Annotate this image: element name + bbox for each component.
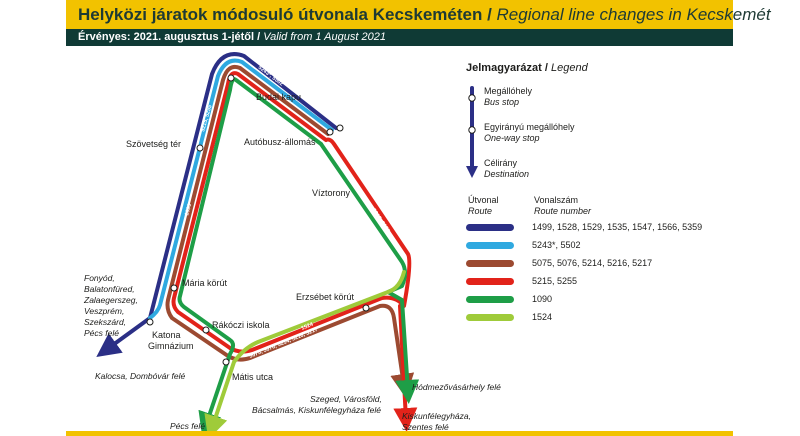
legend-route-row: 5075, 5076, 5214, 5216, 5217 xyxy=(466,258,736,270)
stop-katona xyxy=(146,318,154,326)
legend-number-header: Vonalszám Route number xyxy=(534,195,592,216)
dest-west-2: Balatonfüred, xyxy=(84,284,135,294)
legend-route-numbers: 5215, 5255 xyxy=(532,276,578,286)
legend-swatch-brown xyxy=(466,260,514,267)
legend-destination: Célirány Destination xyxy=(484,158,530,179)
dest-kiskun-2: Szentes felé xyxy=(402,422,449,432)
legend-swatch-dark-blue xyxy=(466,224,514,231)
legend-route-numbers: 5243*, 5502 xyxy=(532,240,581,250)
route-brown xyxy=(165,64,415,398)
legend-route-numbers: 5075, 5076, 5214, 5216, 5217 xyxy=(532,258,653,268)
stop-szovetseg-ter xyxy=(196,144,204,152)
legend-route-numbers: 1524 xyxy=(532,312,553,322)
legend-swatch-red xyxy=(466,278,514,285)
dest-kiskun-1: Kiskunfélegyháza, xyxy=(402,411,471,421)
legend-route-row: 1499, 1528, 1529, 1535, 1547, 1566, 5359 xyxy=(466,222,736,234)
dest-pecs: Pécs felé xyxy=(170,421,205,431)
legend-route-row: 1090 xyxy=(466,294,736,306)
stop-label-rakoczi-iskola: Rákóczi iskola xyxy=(212,320,270,330)
dest-west-5: Szekszárd, xyxy=(84,317,126,327)
validity-text: Érvényes: 2021. augusztus 1-jétől / Vali… xyxy=(78,31,386,43)
validity-bar: Érvényes: 2021. augusztus 1-jétől / Vali… xyxy=(66,29,733,46)
dest-hodmezo: Hódmezővásárhely felé xyxy=(412,382,501,392)
stop-label-maria-korut: Mária körút xyxy=(182,278,228,288)
stop-autobusz-allomas-2 xyxy=(336,124,344,132)
stop-label-viztorony: Víztorony xyxy=(312,188,351,198)
legend-swatch-green xyxy=(466,296,514,303)
stop-budai-kapu xyxy=(227,74,235,82)
legend-route-numbers: 1090 xyxy=(532,294,553,304)
legend-swatch-light-green xyxy=(466,314,514,321)
destination-west: Fonyód, Balatonfüred, Zalaegerszeg, Vesz… xyxy=(83,273,138,338)
destination-arrow-icon xyxy=(466,166,478,178)
stop-label-szovetseg-ter: Szövetség tér xyxy=(126,139,181,149)
stop-maria-korut xyxy=(170,284,178,292)
line-label-light-green-south: 1524 xyxy=(301,321,315,331)
stop-rakoczi-iskola xyxy=(202,326,210,334)
route-dark-blue xyxy=(96,52,338,358)
legend-route-row: 5215, 5255 xyxy=(466,276,736,288)
legend-symbols xyxy=(466,86,478,178)
legend-route-numbers: 1499, 1528, 1529, 1535, 1547, 1566, 5359 xyxy=(532,222,703,232)
legend-route-row: 1524 xyxy=(466,312,736,324)
stop-label-erzsebet-korut: Erzsébet körút xyxy=(296,292,355,302)
stop-matis-utca xyxy=(222,358,230,366)
dest-west-6: Pécs felé xyxy=(84,328,119,338)
title-bar: Helyközi járatok módosuló útvonala Kecsk… xyxy=(66,0,771,29)
dest-west-1: Fonyód, xyxy=(84,273,115,283)
dest-szeged-1: Szeged, Városföld, xyxy=(310,394,382,404)
line-label-green-west: 1090 xyxy=(184,203,193,216)
legend-one-way-stop: Egyirányú megállóhely One-way stop xyxy=(484,122,575,143)
legend-swatch-light-blue xyxy=(466,242,514,249)
bottom-bar xyxy=(66,431,733,436)
legend-title: Jelmagyarázat / Legend xyxy=(466,62,588,74)
legend: Jelmagyarázat / Legend Megállóhely Bus st… xyxy=(466,62,731,322)
legend-route-header: Útvonal Route xyxy=(468,195,499,216)
one-way-stop-icon xyxy=(468,126,476,134)
route-green-east xyxy=(319,142,420,404)
dest-szeged-2: Bácsalmás, Kiskunfélegyháza felé xyxy=(252,405,381,415)
legend-bus-stop: Megállóhely Bus stop xyxy=(484,86,533,107)
bus-stop-icon xyxy=(468,94,476,102)
stop-label-matis-utca: Mátis utca xyxy=(232,372,273,382)
stop-label-katona-2: Gimnázium xyxy=(148,341,194,351)
stop-erzsebet-korut xyxy=(362,304,370,312)
dest-west-3: Zalaegerszeg, xyxy=(83,295,138,305)
dest-west-4: Veszprém, xyxy=(84,306,124,316)
legend-route-row: 5243*, 5502 xyxy=(466,240,736,252)
stop-label-budai-kapu: Budai kapu xyxy=(256,92,301,102)
stop-label-autobusz-allomas: Autóbusz-állomás xyxy=(244,137,316,147)
stop-label-katona-1: Katona xyxy=(152,330,181,340)
route-light-blue xyxy=(148,58,334,320)
dest-kalocsa: Kalocsa, Dombóvár felé xyxy=(95,371,186,381)
route-light-green xyxy=(204,270,406,436)
route-red xyxy=(171,71,410,420)
stop-autobusz-allomas xyxy=(326,128,334,136)
page-title: Helyközi járatok módosuló útvonala Kecsk… xyxy=(78,5,771,24)
